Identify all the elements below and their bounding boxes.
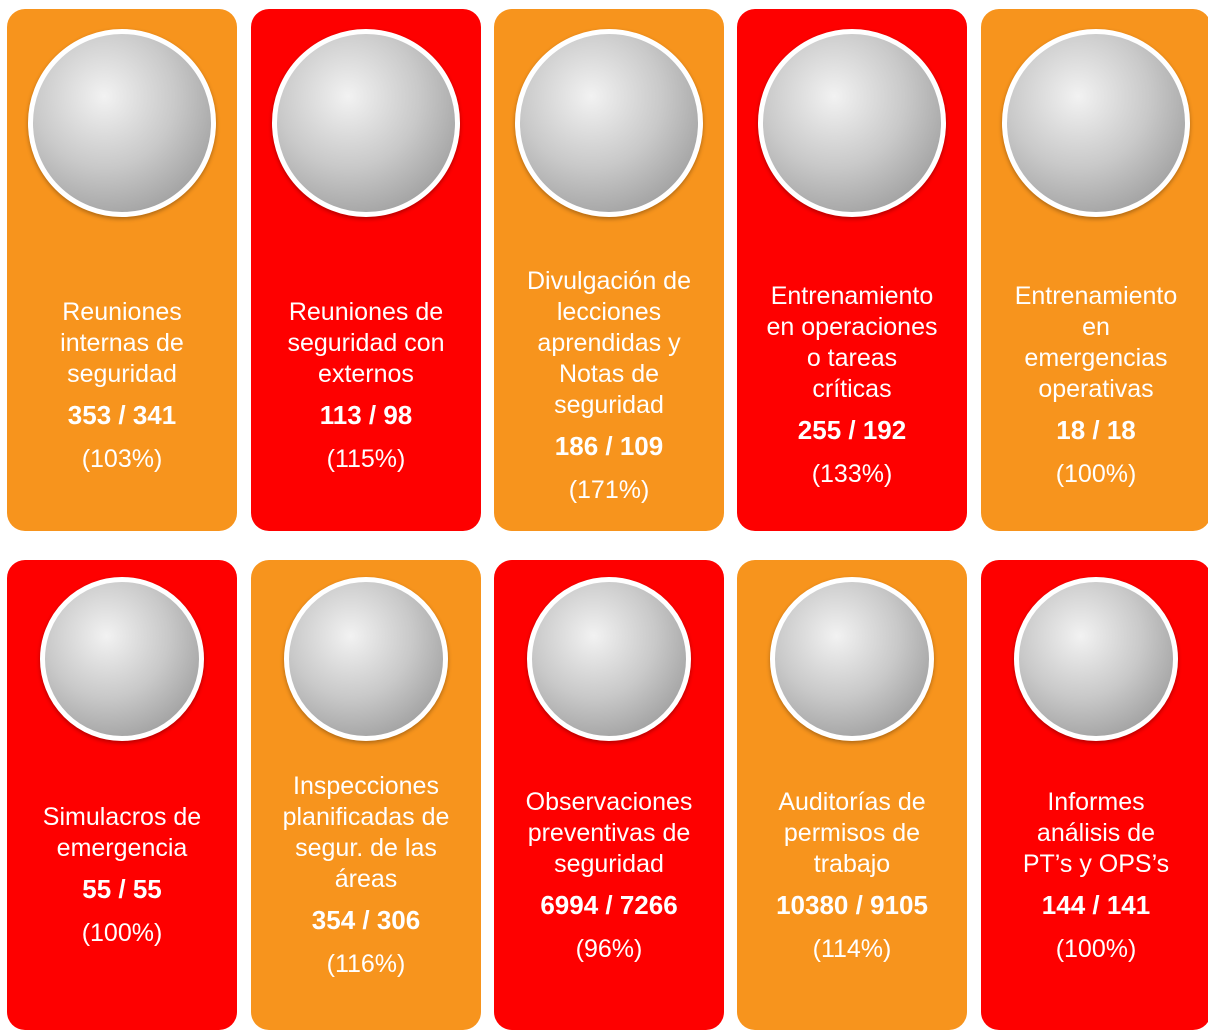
photo [515,29,703,217]
card-label: emergencias [1024,344,1168,372]
card-label: Simulacros de [42,803,202,831]
card-label: críticas [812,375,892,403]
photo [1014,577,1178,741]
card: Divulgación de lecciones aprendidas y Notas… [494,9,724,531]
card-label: análisis de [1036,818,1156,847]
card-percent: (103%) [81,444,163,473]
card-label: segur. de las [295,834,437,862]
card-label: Observaciones [525,787,693,816]
card-percent: (114%) [812,934,892,963]
card-text: Divulgación de lecciones aprendidas y Notas… [494,249,724,521]
photo [272,29,460,217]
card-text: Observaciones preventivas de seguridad 6994… [494,750,724,1000]
card-label: PT’s y OPS’s [1022,849,1170,878]
card-percent: (100%) [81,919,163,947]
card: Entrenamiento en emergencias operativas 18 /… [981,9,1208,531]
card-percent: (100%) [1055,460,1137,488]
card-label: permisos de [783,818,921,847]
card-label: o tareas [806,344,898,372]
photo [28,29,216,217]
card: Entrenamiento en operaciones o tareas críti… [737,9,967,531]
photo [284,577,448,741]
card-text: Simulacros de emergencia 55 / 55 (100%) [7,750,237,1000]
card-label: Reuniones de [288,297,444,326]
card-ratio: 255 / 192 [797,415,907,445]
card-text: Inspecciones planificadas de segur. de las… [251,750,481,1000]
card-text: Informes análisis de PT’s y OPS’s 144 / 141… [981,750,1208,1000]
card-text: Reuniones de seguridad con externos 113 / 9… [251,249,481,521]
card: Reuniones internas de seguridad 353 / 341 (1… [7,9,237,531]
card-label: en operaciones [766,313,938,341]
card: Simulacros de emergencia 55 / 55 (100%) [7,560,237,1030]
card-percent: (116%) [326,950,406,978]
card-ratio: 353 / 341 [67,399,177,430]
card-label: emergencia [56,834,188,862]
card-label: Inspecciones [293,772,439,800]
card-label: Entrenamiento [770,282,934,310]
card-ratio: 113 / 98 [319,399,413,430]
card-label: Reuniones [62,297,182,326]
card-text: Auditorías de permisos de trabajo 10380 / 9… [737,750,967,1000]
card-ratio: 55 / 55 [82,874,162,904]
card-label: preventivas de [527,818,691,847]
card-label: Informes [1047,787,1145,816]
card: Reuniones de seguridad con externos 113 / 9… [251,9,481,531]
card-label: seguridad con [287,328,445,357]
card: Informes análisis de PT’s y OPS’s 144 / 141… [981,560,1208,1030]
card-label: seguridad [554,849,664,878]
card-label: aprendidas y [537,328,681,357]
card-text: Reuniones internas de seguridad 353 / 341 (1… [7,249,237,521]
card-label: áreas [334,865,398,893]
card-label: operativas [1038,375,1154,403]
card-percent: (171%) [568,475,650,504]
card-ratio: 10380 / 9105 [776,889,928,920]
card-label: trabajo [813,849,891,878]
card-text: Entrenamiento en operaciones o tareas críti… [737,249,967,521]
photo [527,577,691,741]
card: Auditorías de permisos de trabajo 10380 / 9… [737,560,967,1030]
card-ratio: 144 / 141 [1041,889,1151,920]
card-label: seguridad [67,359,177,388]
card-label: lecciones [556,297,662,326]
card-percent: (100%) [1055,934,1137,963]
card-percent: (96%) [575,934,643,963]
card: Observaciones preventivas de seguridad 6994… [494,560,724,1030]
photo [1002,29,1190,217]
card-label: Divulgación de [527,266,691,295]
card-ratio: 186 / 109 [554,430,664,461]
card-label: Notas de [558,359,660,388]
card-text: Entrenamiento en emergencias operativas 18 /… [981,249,1208,521]
card-ratio: 354 / 306 [311,905,421,935]
photo [758,29,946,217]
card-label: seguridad [554,390,664,419]
card-ratio: 6994 / 7266 [540,889,678,920]
card: Inspecciones planificadas de segur. de las… [251,560,481,1030]
card-percent: (115%) [326,444,406,473]
card-label: planificadas de [282,803,450,831]
card-label: Auditorías de [778,787,926,816]
card-label: Entrenamiento [1014,282,1178,310]
card-percent: (133%) [811,460,893,488]
photo [40,577,204,741]
card-ratio: 18 / 18 [1056,415,1136,445]
card-label: internas de [60,328,184,357]
card-label: en [1082,313,1110,341]
photo [770,577,934,741]
card-label: externos [318,359,414,388]
